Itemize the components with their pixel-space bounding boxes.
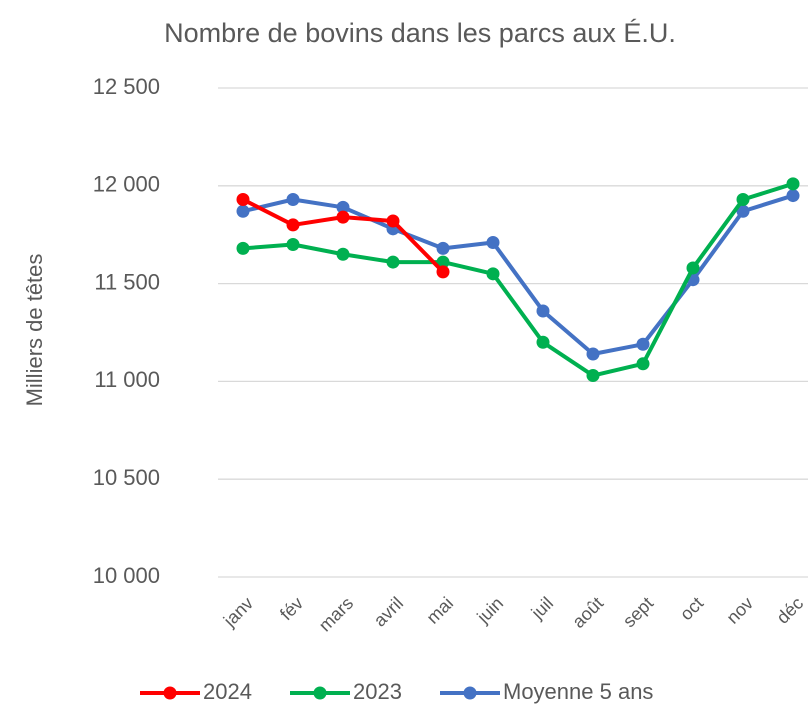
chart-title: Nombre de bovins dans les parcs aux É.U.	[164, 18, 676, 48]
data-point	[386, 214, 400, 228]
x-tick-label: mars	[315, 593, 357, 635]
x-tick-label: sept	[619, 593, 657, 631]
y-tick-label: 12 000	[93, 172, 160, 197]
data-point	[236, 192, 250, 206]
data-point	[386, 255, 400, 269]
data-point	[786, 189, 800, 203]
y-axis-label: Milliers de têtes	[22, 254, 47, 407]
x-tick-label: juin	[473, 593, 508, 628]
data-point	[286, 237, 300, 251]
legend-marker	[313, 686, 327, 700]
data-point	[786, 177, 800, 191]
data-point	[336, 200, 350, 214]
y-tick-label: 10 500	[93, 465, 160, 490]
data-point	[336, 210, 350, 224]
data-point	[586, 369, 600, 383]
x-tick-label: nov	[723, 593, 758, 628]
x-tick-label: janv	[219, 593, 257, 631]
x-tick-label: mai	[423, 593, 458, 628]
data-point	[536, 304, 550, 318]
data-point	[436, 265, 450, 279]
x-tick-label: déc	[773, 593, 808, 628]
data-point	[536, 335, 550, 349]
legend-label: Moyenne 5 ans	[503, 679, 653, 704]
data-point	[436, 241, 450, 255]
data-point	[486, 267, 500, 281]
y-tick-label: 12 500	[93, 74, 160, 99]
legend-label: 2024	[203, 679, 252, 704]
data-point	[686, 261, 700, 275]
legend-marker	[463, 686, 477, 700]
series-line	[242, 181, 794, 378]
data-point	[286, 192, 300, 206]
x-tick-label: oct	[676, 593, 707, 624]
x-tick-label: avril	[370, 593, 407, 630]
x-tick-label: août	[568, 593, 607, 632]
data-point	[636, 357, 650, 371]
data-point	[486, 236, 500, 250]
data-point	[636, 337, 650, 351]
y-tick-label: 11 500	[94, 269, 160, 294]
data-point	[236, 204, 250, 218]
y-tick-label: 11 000	[94, 367, 160, 392]
series-line	[242, 193, 794, 357]
data-point	[586, 347, 600, 361]
x-tick-label: juil	[527, 593, 557, 623]
y-tick-label: 10 000	[93, 563, 160, 588]
legend-label: 2023	[353, 679, 402, 704]
x-tick-label: fév	[276, 593, 307, 624]
data-point	[736, 192, 750, 206]
data-point	[236, 241, 250, 255]
data-point	[436, 255, 450, 269]
data-point	[336, 247, 350, 261]
legend-marker	[163, 686, 177, 700]
data-point	[736, 204, 750, 218]
data-point	[286, 218, 300, 232]
